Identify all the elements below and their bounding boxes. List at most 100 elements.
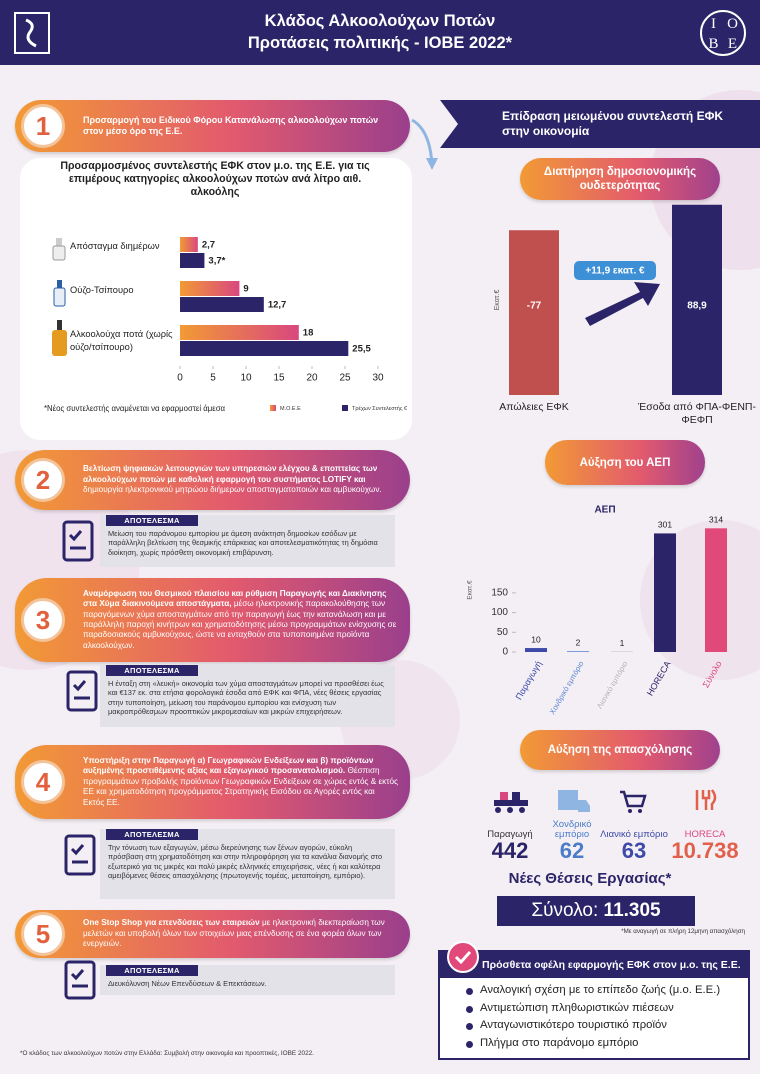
result-text: Την τόνωση των εξαγωγών, μέσω διερεύνηση… <box>108 843 383 880</box>
total-label: Σύνολο: <box>531 900 599 921</box>
y-axis-label: Εκατ.€ <box>467 580 474 600</box>
proposal: 4 Υποστήριξη στην Παραγωγή α) Γεωγραφικώ… <box>15 745 410 819</box>
title-line: Προτάσεις πολιτικής - ΙΟΒΕ 2022* <box>247 34 513 52</box>
benefit-item: Πλήγμα στο παράνομο εμπόριο <box>466 1035 748 1053</box>
x-tick-label: 15 <box>273 373 285 384</box>
x-tick-label: 25 <box>339 373 351 384</box>
clipboard-icon <box>62 520 98 1000</box>
value-label: 2 <box>576 637 581 647</box>
bar <box>567 651 589 652</box>
section-header: Διατήρηση δημοσιονομικής ουδετερότητας <box>520 158 720 200</box>
bar <box>509 230 559 395</box>
proposal: 5 One Stop Shop για επενδύσεις των εταιρ… <box>15 910 410 958</box>
bar <box>180 297 264 312</box>
bar <box>180 281 240 296</box>
employment-icons <box>494 789 717 813</box>
value-label: 88,9 <box>687 301 707 312</box>
proposal-bold: Υποστήριξη στην Παραγωγή α) Γεωγραφικών … <box>83 755 374 776</box>
left-logo <box>14 12 50 54</box>
chart-title: ΑΕΠ <box>594 505 615 516</box>
proposal-body: δημιουργία ηλεκτρονικού μητρώου διήμερων… <box>83 485 382 495</box>
value-label: 3,7* <box>208 256 225 267</box>
benefits-title: Πρόσθετα οφέλη εφαρμογής ΕΦΚ στον μ.ο. τ… <box>440 952 748 978</box>
bar <box>180 325 299 340</box>
proposal-text: Αναμόρφωση του Θεσμικού πλαισίου και ρύθ… <box>83 589 398 651</box>
value-label: 2,7 <box>202 240 215 251</box>
header: Κλάδος Αλκοολούχων Ποτών Προτάσεις πολιτ… <box>0 0 760 65</box>
legend-label: Μ.Ο.Ε.Ε <box>280 406 301 412</box>
proposal-bold: Αναμόρφωση του Θεσμικού πλαισίου και ρύθ… <box>83 588 387 609</box>
result-box: ΑΠΟΤΕΛΕΣΜΑ Μείωση του παράνομου εμπορίου … <box>100 515 395 567</box>
result-label: ΑΠΟΤΕΛΕΣΜΑ <box>106 665 198 676</box>
value-label: 10 <box>531 634 541 644</box>
category-label: Λιανικό εμπόριο <box>595 659 630 710</box>
result-box: ΑΠΟΤΕΛΕΣΜΑ Διευκόλυνση Νέων Επενδύσεων & … <box>100 965 395 995</box>
iobe-logo: Ι Ο Β Ε <box>700 10 746 56</box>
proposal-bold: Προσαρμογή του Ειδικού Φόρου Κατανάλωσης… <box>83 114 379 137</box>
category-label: Ούζο-Τσίπουρο <box>70 285 134 295</box>
employment-total: Σύνολο: 11.305 <box>497 896 695 926</box>
result-text: Η ένταξη στη «λευκή» οικονομία των χύμα … <box>108 679 384 716</box>
section-header: Αύξηση της απασχόλησης <box>520 730 720 770</box>
result-label: ΑΠΟΤΕΛΕΣΜΑ <box>106 829 198 840</box>
bar <box>654 533 676 652</box>
category-label: Χονδρικό εμπόριο <box>548 659 586 716</box>
employment-label: Παραγωγή <box>487 829 533 840</box>
x-tick-label: 0 <box>177 373 183 384</box>
value-label: 314 <box>709 515 723 525</box>
proposal-text: Βελτίωση ψηφιακών λειτουργιών των υπηρεσ… <box>83 464 398 495</box>
benefit-item: Ανταγωνιστικότερο τουριστικό προϊόν <box>466 1017 748 1035</box>
bullet <box>466 1023 473 1030</box>
bar <box>525 648 547 652</box>
category-label: HORECA <box>645 659 673 697</box>
proposal-text: Υποστήριξη στην Παραγωγή α) Γεωγραφικών … <box>83 756 398 808</box>
benefit-item: Αντιμετώπιση πληθωριστικών πιέσεων <box>466 1000 748 1018</box>
benefits-box: Πρόσθετα οφέλη εφαρμογής ΕΦΚ στον μ.ο. τ… <box>438 950 750 1060</box>
employment-label: Λιανικό εμπόριο <box>600 829 668 840</box>
proposal-body: μέσω ηλεκτρονικής παρακολούθησης των παρ… <box>83 599 397 650</box>
value-label: 1 <box>620 638 625 648</box>
y-tick-label: 100 <box>491 607 508 618</box>
value-label: 12,7 <box>268 300 287 311</box>
impact-title: Επίδραση μειωμένου συντελεστή ΕΦΚ στην ο… <box>482 100 760 148</box>
y-tick-label: 50 <box>497 627 509 638</box>
bar <box>672 204 722 395</box>
total-value: 11.305 <box>603 900 661 921</box>
value-label: 9 <box>243 284 248 295</box>
y-axis-label: Εκατ.€ <box>494 290 501 311</box>
category-label: Αλκοολούχα ποτά (χωρίς ούζο/τσίπουρο) <box>70 329 173 352</box>
proposal-bold: One Stop Shop για επενδύσεις των εταιρει… <box>83 918 260 928</box>
x-tick-label: 5 <box>210 373 216 384</box>
result-box: ΑΠΟΤΕΛΕΣΜΑ Την τόνωση των εξαγωγών, μέσω … <box>100 829 395 899</box>
employment-label: Χονδρικό εμπόριο <box>552 819 592 840</box>
value-label: 25,5 <box>352 344 371 355</box>
category-label: Σύνολο <box>701 659 724 689</box>
proposal-number: 3 <box>21 598 65 642</box>
title-line: Κλάδος Αλκοολούχων Ποτών <box>264 12 496 30</box>
chart-title: Προσαρμοσμένος συντελεστής ΕΦΚ στον μ.ο.… <box>60 160 370 198</box>
y-tick-label: 150 <box>491 588 508 599</box>
benefits-list: Αναλογική σχέση με το επίπεδο ζωής (μ.ο.… <box>440 978 748 1052</box>
category-label: Απώλειες ΕΦΚ <box>499 401 569 413</box>
proposal-number: 2 <box>21 458 65 502</box>
proposal-number: 1 <box>21 104 65 148</box>
result-box: ΑΠΟΤΕΛΕΣΜΑ Η ένταξη στη «λευκή» οικονομία… <box>100 665 395 727</box>
proposal: 1 Προσαρμογή του Ειδικού Φόρου Κατανάλωσ… <box>15 100 410 152</box>
legend-swatch <box>270 405 276 411</box>
proposal: 2 Βελτίωση ψηφιακών λειτουργιών των υπηρ… <box>15 450 410 510</box>
legend-swatch <box>342 405 348 411</box>
bar <box>705 528 727 652</box>
value-label: 301 <box>658 520 672 530</box>
benefit-item: Αναλογική σχέση με το επίπεδο ζωής (μ.ο.… <box>466 982 748 1000</box>
result-label: ΑΠΟΤΕΛΕΣΜΑ <box>106 965 198 976</box>
result-text: Διευκόλυνση Νέων Επενδύσεων & Επεκτάσεων… <box>108 979 267 988</box>
annotation: +11,9 εκατ. € <box>585 266 645 277</box>
x-tick-label: 20 <box>306 373 318 384</box>
value-label: 18 <box>303 328 314 339</box>
employment-label: HORECA <box>684 829 726 840</box>
proposal-body: Θέσπιση προγραμμάτων προβολής προϊόντων … <box>83 766 398 807</box>
annotation-box <box>574 261 656 280</box>
